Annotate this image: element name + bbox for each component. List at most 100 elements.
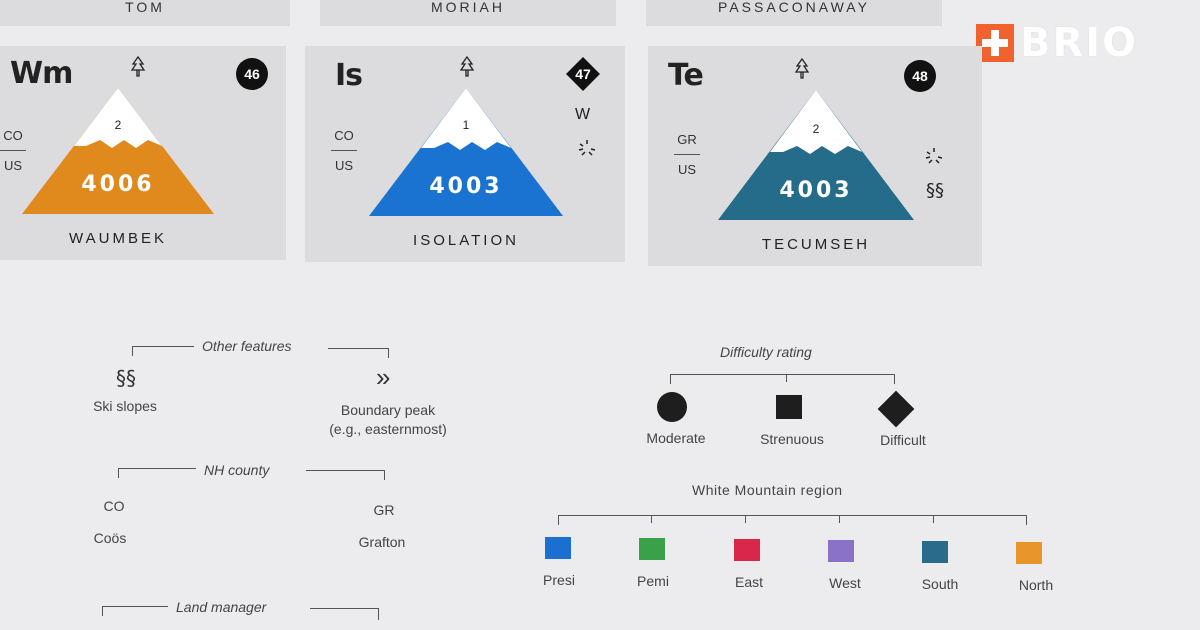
- burst-icon: [577, 138, 597, 163]
- bracket-line: [310, 608, 378, 609]
- boundary-peak-icon: »: [376, 362, 391, 392]
- peak-rank: 1: [462, 118, 470, 132]
- other-features-title: Other features: [202, 338, 292, 354]
- bracket-tick: [558, 515, 559, 525]
- tree-icon: [794, 57, 810, 85]
- county-code: CO US: [331, 128, 357, 173]
- region-swatch-presi: [545, 537, 571, 559]
- county-top: CO: [334, 128, 354, 143]
- region-label-presi: Presi: [543, 572, 575, 588]
- moderate-label: Moderate: [646, 430, 706, 446]
- bracket-tick: [839, 515, 840, 523]
- region-label-south: South: [921, 576, 959, 592]
- top-card-label: PASSACONAWAY: [718, 0, 870, 15]
- peak-triangle: 2 4003: [716, 88, 916, 222]
- county-code: GR US: [674, 132, 700, 177]
- county-divider: [331, 150, 357, 151]
- bracket-tick: [132, 346, 133, 356]
- top-card-label: MORIAH: [431, 0, 505, 15]
- peak-name: ISOLATION: [413, 232, 519, 249]
- bracket-line: [102, 606, 168, 607]
- bracket-tick: [786, 374, 787, 382]
- burst-icon: [924, 146, 944, 171]
- tree-icon: [459, 55, 475, 83]
- bracket-tick: [388, 348, 389, 358]
- ski-slopes-label: Ski slopes: [93, 398, 157, 414]
- county-label-grafton: Grafton: [358, 534, 406, 550]
- bracket-tick: [378, 608, 379, 620]
- boundary-letter: W: [575, 106, 591, 123]
- peak-triangle: 1 4003: [367, 86, 565, 218]
- peak-rank: 2: [114, 118, 122, 132]
- bracket-tick: [670, 374, 671, 384]
- county-bottom: US: [3, 158, 23, 173]
- region-swatch-east: [734, 539, 760, 561]
- region-swatch-north: [1016, 542, 1042, 564]
- peak-name: TECUMSEH: [761, 236, 871, 253]
- moderate-circle-icon: [657, 392, 687, 422]
- brio-wordmark: BRIO: [1020, 20, 1139, 66]
- bracket-line: [328, 348, 388, 349]
- county-code-gr: GR: [373, 502, 395, 518]
- difficult-diamond-icon: [877, 390, 915, 428]
- bracket-tick: [1026, 515, 1027, 525]
- boundary-peak-sublabel: (e.g., easternmost): [329, 421, 447, 437]
- tree-icon: [130, 55, 146, 83]
- bracket-line: [118, 468, 196, 469]
- ski-slopes-icon: §§: [926, 180, 944, 201]
- boundary-peak-label: Boundary peak: [340, 402, 436, 418]
- county-top: CO: [3, 128, 23, 143]
- bracket-tick: [651, 515, 652, 523]
- bracket-tick: [102, 606, 103, 616]
- peak-number-diamond-badge: 47: [566, 57, 600, 91]
- county-bottom: US: [334, 158, 354, 173]
- bracket-tick: [745, 515, 746, 523]
- bracket-tick: [894, 374, 895, 384]
- peak-card-waumbek[interactable]: Wm 46 CO US 2 4006 WAUMBEK: [0, 46, 286, 260]
- peak-elevation: 4006: [81, 172, 155, 197]
- top-card-moriah: MORIAH: [320, 0, 616, 26]
- county-code: CO US: [0, 128, 26, 173]
- strenuous-square-icon: [776, 395, 802, 419]
- county-label-coos: Coös: [93, 530, 127, 546]
- peak-number-badge: 48: [904, 60, 936, 92]
- brio-logo: BRIO +: [976, 20, 1170, 69]
- region-label-pemi: Pemi: [637, 573, 669, 589]
- peak-symbol: Wm: [10, 56, 73, 91]
- bracket-line: [132, 346, 194, 347]
- difficulty-title: Difficulty rating: [720, 344, 812, 360]
- bracket-line: [670, 374, 894, 375]
- nh-county-title: NH county: [204, 462, 270, 478]
- region-label-north: North: [1018, 577, 1054, 593]
- county-divider: [0, 150, 26, 151]
- region-swatch-pemi: [639, 538, 665, 560]
- top-card-label: TOM: [125, 0, 165, 15]
- peak-name: WAUMBEK: [69, 230, 167, 247]
- peak-card-isolation[interactable]: Is 47 W CO US 1 4003 ISOLATION: [305, 46, 625, 262]
- county-code-co: CO: [103, 498, 125, 514]
- difficult-label: Difficult: [880, 432, 926, 448]
- region-label-east: East: [734, 574, 763, 590]
- peak-number: 47: [575, 66, 591, 82]
- peak-elevation: 4003: [429, 174, 503, 199]
- bracket-line: [306, 470, 384, 471]
- land-manager-title: Land manager: [176, 599, 267, 615]
- peak-number-badge: 46: [236, 58, 268, 90]
- bracket-tick: [384, 470, 385, 480]
- region-swatch-south: [922, 541, 948, 563]
- peak-card-tecumseh[interactable]: Te 48 §§ GR US 2 4003 TECUMSEH: [648, 46, 982, 266]
- county-divider: [674, 154, 700, 155]
- peak-elevation: 4003: [779, 178, 853, 203]
- county-bottom: US: [677, 162, 697, 177]
- region-swatch-west: [828, 540, 854, 562]
- bracket-line: [558, 515, 1026, 516]
- strenuous-label: Strenuous: [760, 431, 824, 447]
- peak-symbol: Te: [668, 58, 704, 93]
- ski-slopes-icon: §§: [116, 366, 136, 390]
- region-title: White Mountain region: [692, 482, 843, 498]
- bracket-tick: [933, 515, 934, 523]
- bracket-tick: [118, 468, 119, 478]
- top-card-tom: TOM: [0, 0, 290, 26]
- county-top: GR: [677, 132, 697, 147]
- peak-symbol: Is: [335, 58, 363, 93]
